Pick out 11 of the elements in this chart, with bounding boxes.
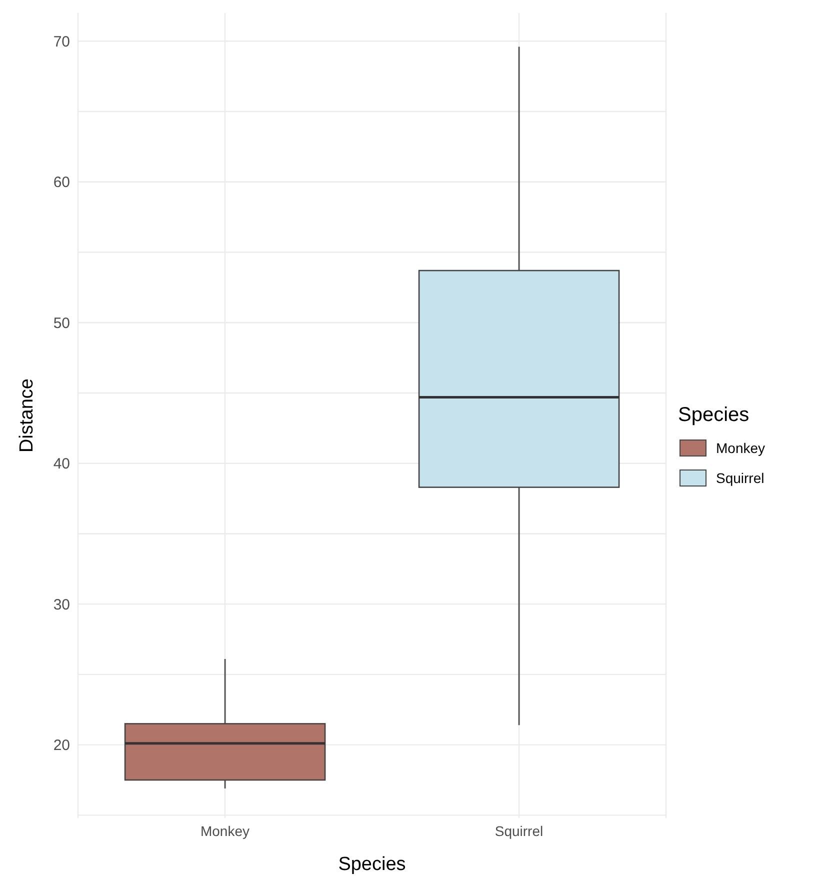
y-tick-label: 60 — [53, 174, 70, 192]
legend-title: Species — [678, 404, 750, 426]
y-tick-label: 40 — [53, 456, 70, 473]
legend-label: Squirrel — [716, 470, 764, 486]
y-tick-label: 50 — [53, 314, 70, 332]
y-axis-title: Distance — [16, 378, 38, 452]
x-axis-title: Species — [338, 854, 406, 875]
legend-label: Monkey — [716, 440, 766, 456]
y-tick-label: 70 — [53, 33, 70, 50]
y-tick-label: 30 — [53, 596, 70, 614]
y-tick-label: 20 — [53, 737, 70, 754]
